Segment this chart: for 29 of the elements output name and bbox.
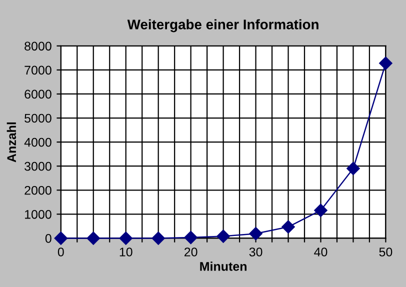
point	[216, 230, 230, 243]
point	[346, 162, 360, 176]
y-tick-label: 4000	[24, 138, 52, 147]
x-tick-label: 20	[184, 248, 198, 256]
x-tick-label: 0	[58, 248, 64, 256]
y-tick-label: 1000	[25, 210, 52, 219]
y-tick-label: 5000	[24, 114, 52, 123]
point	[249, 227, 262, 240]
x-tick-label: 40	[314, 248, 328, 256]
x-axis-title: Minuten	[200, 262, 246, 271]
x-tick-label: 50	[379, 248, 392, 256]
point	[54, 232, 68, 245]
y-axis-title: Anzahl	[6, 122, 16, 162]
point	[86, 232, 100, 245]
y-tick-label: 7000	[24, 66, 52, 75]
chart-title: Weitergabe einer Information	[127, 19, 318, 32]
x-tick-label: 10	[120, 248, 132, 256]
y-tick-label: 0	[45, 234, 52, 243]
y-tick-label: 3000	[24, 162, 52, 171]
point	[152, 232, 165, 245]
y-tick-label: 6000	[24, 90, 52, 99]
point	[314, 204, 328, 217]
point	[184, 230, 198, 244]
x-tick-label: 30	[249, 248, 262, 256]
y-tick-label: 2000	[24, 186, 52, 195]
point	[119, 232, 132, 245]
point	[282, 220, 295, 234]
point	[379, 56, 392, 70]
y-tick-label: 8000	[24, 42, 52, 51]
